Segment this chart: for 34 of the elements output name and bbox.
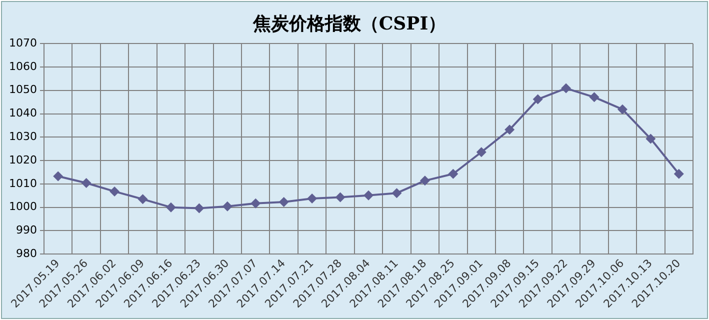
point [532, 94, 543, 104]
y-tick-label: 1040 [8, 106, 37, 120]
point [674, 168, 684, 179]
y-tick-label: 980 [16, 246, 37, 260]
point [81, 178, 92, 188]
point [561, 83, 572, 94]
y-tick-label: 1030 [8, 130, 37, 144]
y-tick-label: 990 [16, 224, 37, 237]
chart-title: 焦炭价格指数（CSPI） [252, 13, 446, 34]
point [307, 193, 318, 204]
point [504, 124, 515, 135]
point [363, 190, 374, 200]
point [166, 202, 176, 212]
point [110, 186, 120, 196]
point [476, 147, 486, 158]
y-tick-label: 1020 [8, 153, 37, 166]
point [250, 198, 261, 208]
y-tick-label: 1060 [8, 60, 37, 73]
point [646, 134, 656, 144]
point [278, 196, 289, 207]
point [420, 176, 430, 186]
y-tick-label: 1050 [8, 83, 37, 96]
point [617, 104, 628, 114]
point [194, 203, 204, 214]
point [448, 168, 458, 179]
y-tick-label: 1070 [8, 36, 37, 50]
point [392, 188, 402, 198]
y-tick-label: 1000 [8, 200, 37, 214]
point [589, 92, 600, 102]
point [138, 194, 148, 204]
point [53, 171, 64, 182]
y-tick-label: 1010 [8, 176, 37, 190]
point [335, 192, 346, 202]
point [222, 201, 232, 212]
